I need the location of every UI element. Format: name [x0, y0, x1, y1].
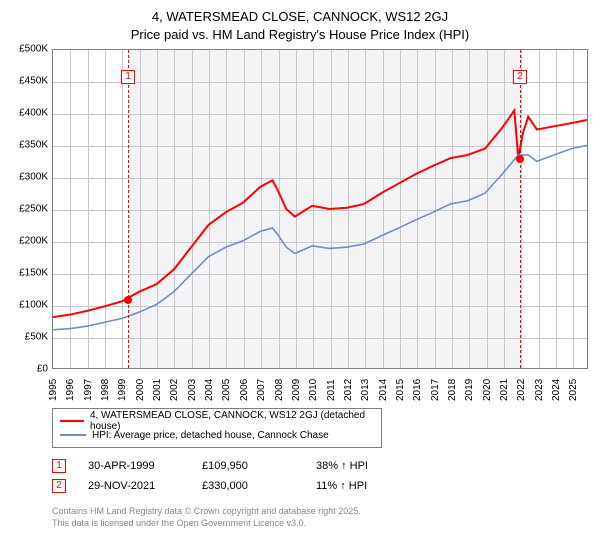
x-tick-label: 1996: [65, 379, 76, 401]
y-tick-label: £50K: [25, 332, 48, 343]
y-tick-label: £500K: [19, 44, 48, 55]
sale-row: 1 30-APR-1999 £109,950 38% ↑ HPI: [52, 456, 590, 476]
x-tick-label: 1999: [117, 379, 128, 401]
sale-dot: [124, 296, 132, 304]
sale-price: £330,000: [202, 480, 294, 492]
sale-vs: 38% ↑ HPI: [316, 460, 408, 472]
x-tick-label: 2021: [499, 379, 510, 401]
sale-vline: [128, 50, 129, 368]
x-tick-label: 2012: [343, 379, 354, 401]
x-tick-label: 2004: [204, 379, 215, 401]
y-tick-label: £150K: [19, 268, 48, 279]
title-line2: Price paid vs. HM Land Registry's House …: [10, 26, 590, 44]
sale-dot: [516, 155, 524, 163]
series-price-paid: [53, 111, 587, 318]
footer-attribution: Contains HM Land Registry data © Crown c…: [52, 506, 590, 529]
sales-table: 1 30-APR-1999 £109,950 38% ↑ HPI 2 29-NOV-202…: [52, 456, 590, 496]
sale-price: £109,950: [202, 460, 294, 472]
line-svg: [53, 50, 587, 368]
sale-date: 30-APR-1999: [88, 460, 180, 472]
x-tick-label: 2001: [152, 379, 163, 401]
sale-vline: [520, 50, 521, 368]
x-tick-label: 2000: [135, 379, 146, 401]
x-tick-label: 2002: [169, 379, 180, 401]
y-tick-label: £300K: [19, 172, 48, 183]
x-tick-label: 1998: [100, 379, 111, 401]
y-tick-label: £0: [37, 364, 48, 375]
title-line1: 4, WATERSMEAD CLOSE, CANNOCK, WS12 2GJ: [152, 9, 448, 24]
plot-region: 12: [52, 49, 588, 369]
x-tick-label: 1997: [83, 379, 94, 401]
x-tick-label: 2018: [447, 379, 458, 401]
legend-row: HPI: Average price, detached house, Cann…: [60, 428, 374, 442]
x-tick-label: 2022: [516, 379, 527, 401]
x-tick-label: 2007: [256, 379, 267, 401]
sale-row-marker: 1: [52, 459, 66, 473]
x-tick-label: 2019: [464, 379, 475, 401]
legend: 4, WATERSMEAD CLOSE, CANNOCK, WS12 2GJ (…: [52, 408, 382, 448]
sale-marker-box: 1: [121, 70, 135, 84]
x-tick-label: 2003: [187, 379, 198, 401]
x-axis-labels: 1995199619971998199920002001200220032004…: [52, 371, 588, 405]
x-tick-label: 2010: [308, 379, 319, 401]
footer-line2: This data is licensed under the Open Gov…: [52, 518, 590, 530]
x-tick-label: 2025: [568, 379, 579, 401]
sale-marker-box: 2: [513, 70, 527, 84]
x-tick-label: 2008: [274, 379, 285, 401]
x-tick-label: 2024: [551, 379, 562, 401]
legend-row: 4, WATERSMEAD CLOSE, CANNOCK, WS12 2GJ (…: [60, 414, 374, 428]
x-tick-label: 2013: [360, 379, 371, 401]
y-tick-label: £350K: [19, 140, 48, 151]
chart-title: 4, WATERSMEAD CLOSE, CANNOCK, WS12 2GJ P…: [10, 8, 590, 43]
x-tick-label: 2016: [412, 379, 423, 401]
legend-swatch: [60, 434, 86, 436]
sale-date: 29-NOV-2021: [88, 480, 180, 492]
x-tick-label: 2015: [395, 379, 406, 401]
sale-vs: 11% ↑ HPI: [316, 480, 408, 492]
chart-area: £0 £50K £100K £150K £200K £250K £300K £350K £400…: [10, 49, 590, 404]
legend-label: HPI: Average price, detached house, Cann…: [92, 430, 329, 441]
footer-line1: Contains HM Land Registry data © Crown c…: [52, 506, 590, 518]
y-tick-label: £250K: [19, 204, 48, 215]
x-tick-label: 2014: [378, 379, 389, 401]
x-tick-label: 2009: [291, 379, 302, 401]
y-tick-label: £450K: [19, 76, 48, 87]
y-tick-label: £100K: [19, 300, 48, 311]
x-tick-label: 2017: [430, 379, 441, 401]
x-tick-label: 2020: [482, 379, 493, 401]
x-tick-label: 1995: [48, 379, 59, 401]
sale-row: 2 29-NOV-2021 £330,000 11% ↑ HPI: [52, 476, 590, 496]
y-tick-label: £200K: [19, 236, 48, 247]
sale-row-marker: 2: [52, 479, 66, 493]
y-axis-labels: £0£50K£100K£150K£200K£250K£300K£350K£400…: [10, 49, 50, 369]
x-tick-label: 2006: [239, 379, 250, 401]
series-hpi: [53, 145, 587, 329]
legend-swatch: [60, 420, 84, 422]
x-tick-label: 2011: [326, 380, 337, 402]
y-tick-label: £400K: [19, 108, 48, 119]
x-tick-label: 2005: [221, 379, 232, 401]
x-tick-label: 2023: [534, 379, 545, 401]
